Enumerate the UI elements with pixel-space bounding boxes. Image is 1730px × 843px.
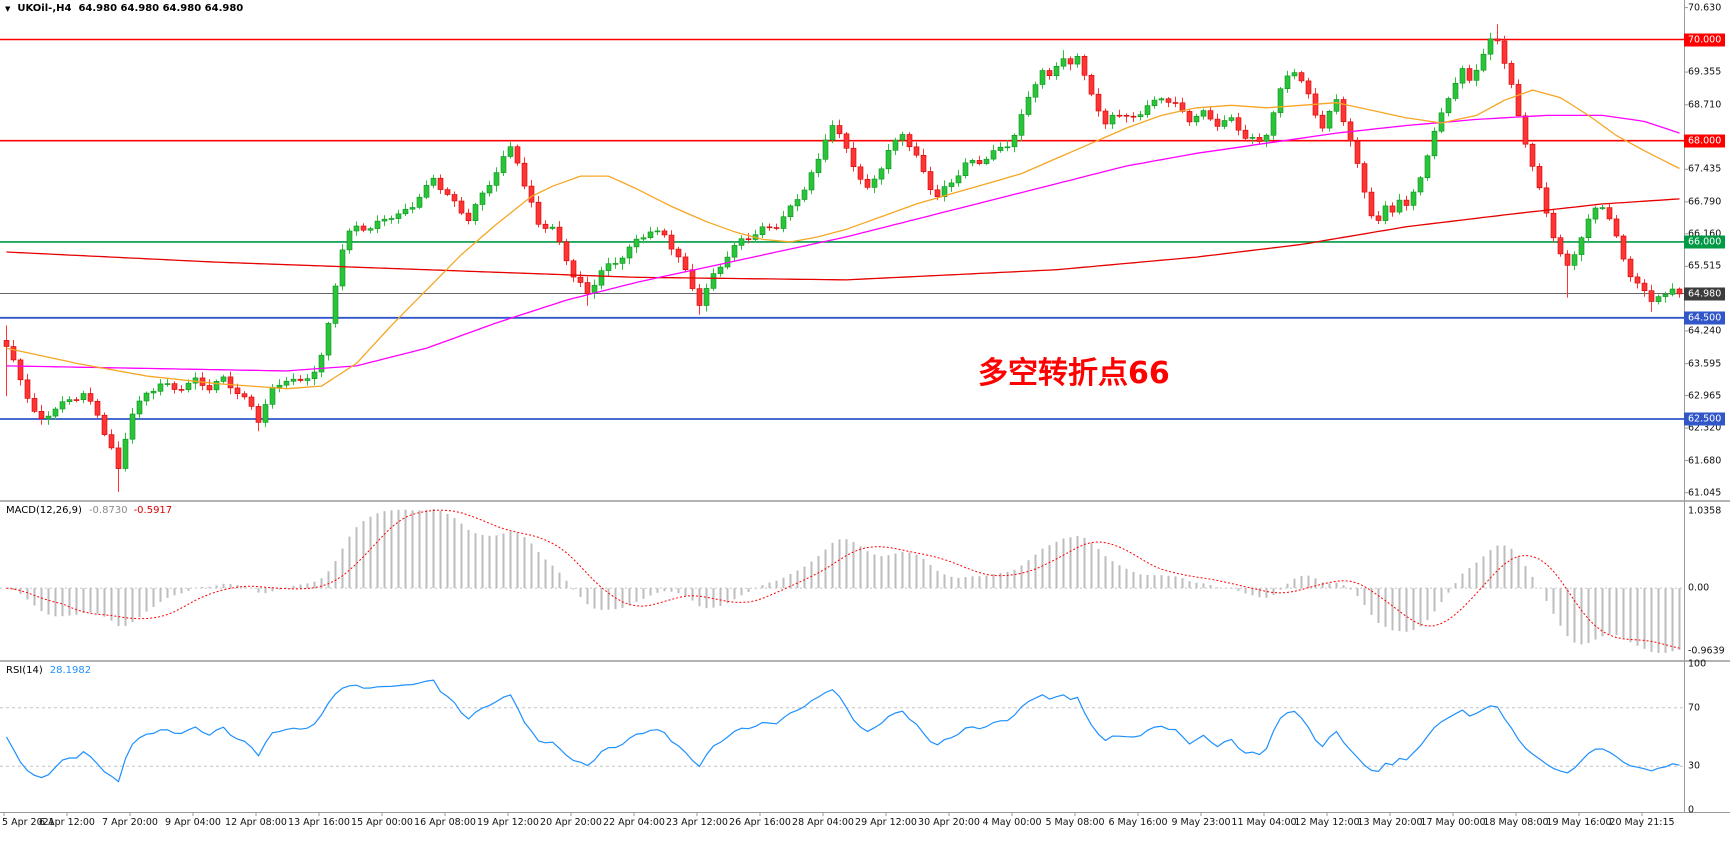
time-tick-label: 13 Apr 16:00 [288,817,350,828]
price-tick-label: 69.355 [1688,66,1722,78]
time-tick-label: 6 Apr 12:00 [39,817,95,828]
moving-averages [6,89,1680,390]
time-tick-label: 6 May 16:00 [1108,817,1168,828]
rsi-value: 28.1982 [49,665,92,676]
macd-panel [0,509,1684,653]
symbol-timeframe-label: UKOil-,H4 [17,3,72,14]
macd-label: MACD(12,26,9) [6,505,82,516]
macd-value-signal: -0.5917 [133,505,173,516]
price-tick-label: 61.680 [1688,455,1722,466]
rsi-label-row: RSI(14) 28.1982 [6,665,91,676]
price-tick-label: 68.710 [1688,99,1722,111]
chart-menu-icon[interactable]: ▼ [5,4,11,13]
price-badge: 64.980 [1684,287,1726,300]
time-tick-label: 5 Apr 2021 [2,817,55,828]
time-tick-label: 29 Apr 12:00 [855,817,917,828]
price-badge: 66.000 [1684,235,1726,249]
time-tick-label: 7 Apr 20:00 [102,817,158,828]
price-axis[interactable]: 70.630 69.355 68.710 67.435 66.790 66.160 65.5… [1684,0,1730,843]
time-tick-label: 20 Apr 20:00 [540,817,602,828]
price-badge: 64.500 [1684,311,1726,325]
macd-scale-label: 0.00 [1688,582,1710,594]
price-tick-label: 65.515 [1688,260,1722,272]
time-tick-label: 13 May 20:00 [1357,817,1423,828]
rsi-panel [0,679,1684,783]
text-annotation[interactable]: 多空转折点66 [978,356,1170,391]
time-tick-label: 12 May 12:00 [1294,817,1360,828]
time-tick-label: 26 Apr 16:00 [729,817,791,828]
macd-scale-label: -0.9639 [1688,645,1725,657]
time-tick-label: 23 Apr 12:00 [666,817,728,828]
price-badge: 70.000 [1684,33,1726,46]
rsi-label: RSI(14) [6,665,43,676]
price-tick-label: 63.595 [1688,358,1722,370]
time-tick-label: 15 Apr 00:00 [351,817,413,828]
time-tick-label: 11 May 04:00 [1231,817,1297,828]
time-tick-label: 22 Apr 04:00 [603,817,665,828]
macd-value-main: -0.8730 [88,505,128,516]
time-tick-label: 18 May 08:00 [1483,817,1549,828]
price-badge: 68.000 [1684,134,1726,148]
rsi-scale-label: 100 [1688,658,1707,670]
macd-scale-label: 1.0358 [1688,505,1722,517]
horizontal-level-lines [0,38,1684,420]
time-tick-label: 19 May 16:00 [1546,817,1612,828]
time-tick-label: 19 Apr 12:00 [477,817,539,828]
time-tick-label: 4 May 00:00 [982,817,1042,828]
price-tick-label: 66.160 [1688,228,1722,240]
symbol-header: ▼ UKOil-,H4 64.980 64.980 64.980 64.980 [5,3,243,14]
price-tick-label: 64.240 [1688,325,1722,337]
time-tick-label: 28 Apr 04:00 [792,817,854,828]
ohlc-values: 64.980 64.980 64.980 64.980 [78,3,244,14]
time-tick-label: 16 Apr 08:00 [414,817,476,828]
price-tick-label: 62.965 [1688,390,1722,401]
time-tick-label: 9 Apr 04:00 [165,817,221,828]
price-tick-label: 61.045 [1688,487,1722,499]
price-tick-label: 66.790 [1688,196,1722,208]
time-tick-label: 9 May 23:00 [1171,817,1231,828]
time-tick-label: 12 Apr 08:00 [225,817,287,828]
time-axis[interactable]: 5 Apr 2021 6 Apr 12:00 7 Apr 20:00 9 Apr 04… [0,814,1730,836]
rsi-scale-label: 30 [1688,760,1701,772]
macd-label-row: MACD(12,26,9) -0.8730 -0.5917 [6,505,172,516]
time-tick-label: 30 Apr 20:00 [918,817,980,828]
axes-and-separators [0,0,1730,816]
time-tick-label: 17 May 00:00 [1420,817,1486,828]
price-tick-label: 70.630 [1688,2,1722,14]
time-tick-label: 20 May 21:15 [1609,817,1675,828]
price-tick-label: 62.320 [1688,422,1722,434]
price-tick-label: 67.435 [1688,163,1722,175]
rsi-scale-label: 70 [1688,702,1701,714]
price-badge: 62.500 [1684,412,1726,426]
rsi-scale-label: 0 [1688,804,1695,816]
time-tick-label: 5 May 08:00 [1045,817,1105,828]
candles [3,24,1683,492]
